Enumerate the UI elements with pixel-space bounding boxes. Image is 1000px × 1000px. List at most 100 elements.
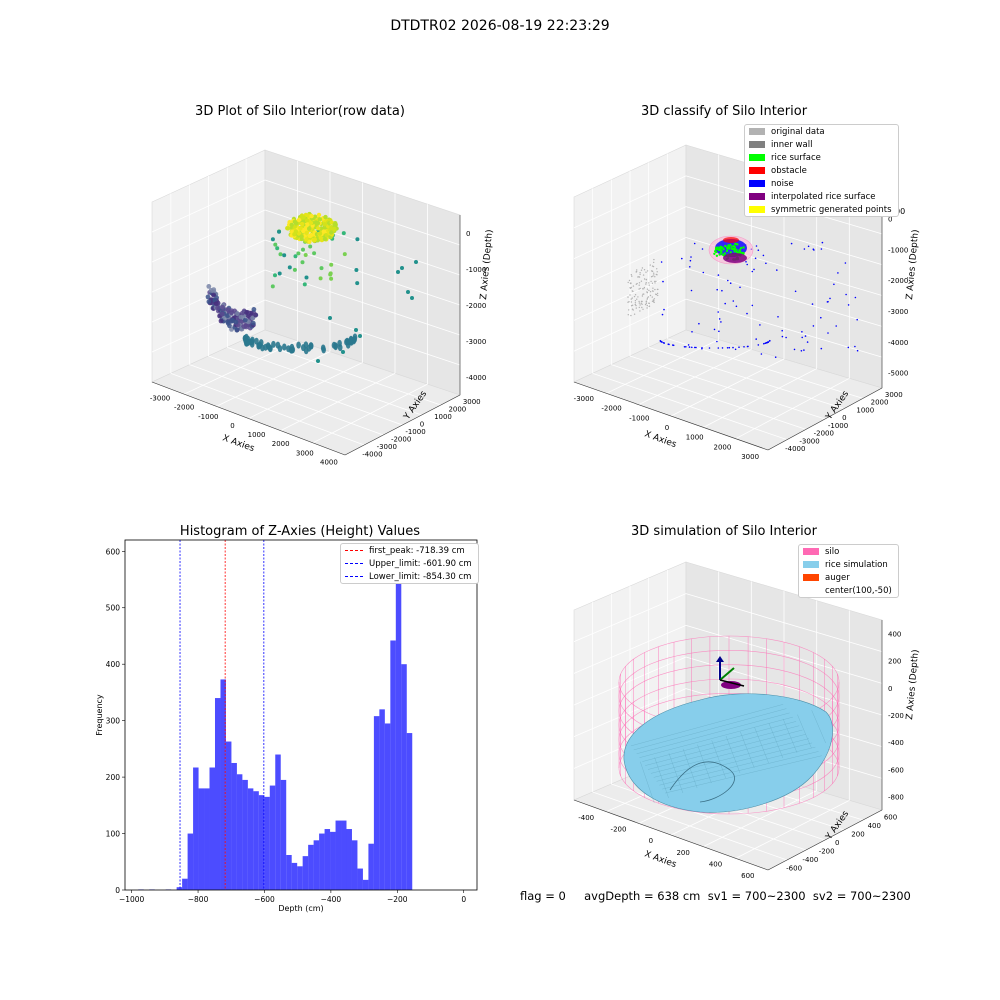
data-point: [643, 286, 646, 289]
x-tick-label: 0: [461, 895, 466, 904]
legend-entry: Upper_limit: -601.90 cm: [341, 557, 478, 570]
data-point: [729, 243, 732, 247]
data-point: [718, 318, 721, 320]
data-point: [278, 252, 283, 257]
data-point: [739, 286, 741, 289]
data-point: [652, 275, 654, 277]
data-point: [344, 338, 349, 346]
data-point: [656, 271, 658, 273]
data-point: [239, 310, 245, 316]
hist-legend: first_peak: -718.39 cm Upper_limit: -601.…: [340, 543, 479, 584]
data-point: [640, 280, 643, 282]
data-point: [250, 315, 256, 321]
data-point: [655, 280, 657, 283]
legend-swatch: [803, 561, 819, 568]
data-point: [845, 293, 847, 296]
legend-swatch: [803, 587, 819, 594]
y-tick-label: -2000: [391, 435, 411, 443]
data-point: [307, 226, 312, 231]
data-point: [317, 231, 323, 236]
histogram-bar: [275, 754, 281, 890]
data-point: [651, 270, 654, 273]
x-tick-label: 0: [649, 837, 653, 845]
data-point: [774, 356, 777, 359]
data-point: [282, 253, 287, 258]
data-point: [652, 287, 654, 289]
y-tick-label: 1000: [856, 406, 874, 414]
data-point: [300, 260, 305, 265]
hist-frame: [124, 539, 478, 891]
surface-mesh: [811, 710, 826, 744]
data-point: [727, 279, 729, 282]
data-point: [794, 290, 797, 293]
data-point: [329, 276, 334, 281]
data-point: [638, 276, 641, 278]
data-point: [307, 239, 312, 244]
x-tick-label: −800: [188, 895, 209, 904]
data-point: [627, 296, 629, 298]
data-point: [629, 287, 631, 289]
data-point: [641, 303, 643, 305]
histogram-bar: [351, 840, 358, 890]
data-point: [801, 331, 803, 333]
data-point: [747, 345, 749, 348]
data-point: [701, 248, 704, 250]
histogram-bar: [198, 788, 205, 890]
data-point: [301, 344, 306, 352]
histogram-bar: [291, 862, 298, 890]
data-point: [654, 280, 656, 283]
data-point: [396, 270, 400, 274]
surface-dip: [669, 761, 735, 803]
histogram-bar: [225, 741, 232, 890]
data-point: [637, 276, 639, 278]
data-point: [638, 282, 641, 284]
data-point: [804, 335, 807, 337]
data-point: [800, 350, 803, 352]
panel-2-title: 3D classify of Silo Interior: [640, 104, 808, 119]
data-point: [753, 268, 755, 271]
data-point: [292, 267, 297, 272]
legend-label: interpolated rice surface: [771, 191, 876, 202]
z-tick-label: -5000: [888, 370, 908, 378]
data-point: [653, 261, 655, 264]
data-point: [277, 229, 281, 234]
data-point: [355, 281, 360, 286]
histogram-bar: [193, 767, 199, 890]
data-point: [293, 254, 298, 259]
data-point: [639, 310, 641, 312]
legend-line: [345, 576, 363, 577]
x-tick-label: −200: [387, 895, 408, 904]
data-point: [689, 259, 692, 262]
data-point: [672, 344, 674, 346]
data-point: [631, 275, 633, 277]
auger-y-arrow: [719, 667, 735, 681]
data-point: [317, 217, 323, 222]
legend-swatch: [749, 128, 765, 135]
data-point: [659, 340, 662, 342]
data-point: [728, 346, 731, 349]
surface-mesh: [636, 712, 790, 754]
data-point: [322, 222, 327, 227]
data-point: [856, 349, 859, 352]
histogram-bar: [280, 779, 287, 890]
data-point: [303, 253, 308, 257]
data-point: [718, 253, 721, 256]
data-point: [661, 341, 663, 343]
data-point: [318, 235, 323, 241]
data-point: [289, 222, 294, 228]
histogram-bar: [258, 795, 265, 890]
surface-mesh: [711, 740, 726, 779]
data-point: [681, 257, 683, 260]
data-point: [743, 346, 745, 348]
surface-mesh: [639, 716, 793, 758]
data-point: [301, 215, 306, 220]
legend-swatch: [803, 574, 819, 581]
y-tick-label: 500: [106, 604, 121, 613]
x-tick-label: -2000: [174, 404, 194, 412]
data-point: [721, 253, 724, 256]
data-point: [292, 219, 298, 224]
legend-swatch: [749, 141, 765, 148]
y-tick-label: -4000: [785, 445, 805, 453]
histogram-bar: [346, 829, 352, 890]
data-point: [654, 282, 656, 284]
